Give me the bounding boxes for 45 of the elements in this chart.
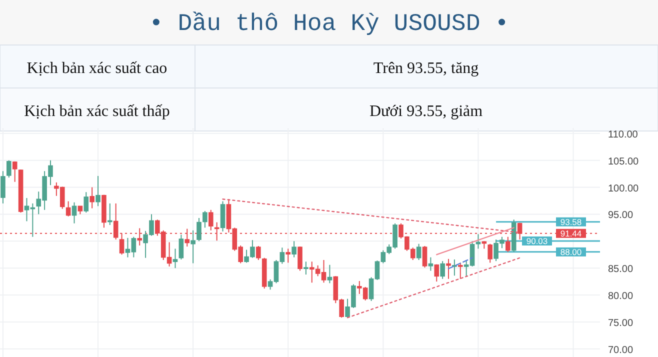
ref-line-label: 90.03 [526, 236, 548, 246]
y-tick-label: 95.00 [608, 210, 634, 222]
candlestick [84, 192, 89, 214]
candlestick [458, 262, 463, 280]
candlestick [12, 160, 18, 182]
table: Kịch bản xác suất cao Trên 93.55, tăng Kịch bản xác suất thấp Dưới 93.55, giảm [0, 44, 658, 132]
candlestick [327, 264, 332, 284]
candlestick [256, 246, 261, 261]
candlestick [6, 160, 12, 178]
candlestick [304, 261, 308, 276]
candlestick [220, 200, 226, 232]
candlestick [202, 210, 208, 228]
candlestick [196, 217, 202, 242]
chart-title: • Dầu thô Hoa Kỳ USOUSD • [148, 11, 510, 38]
candlestick [72, 202, 77, 224]
candlestick [96, 175, 100, 207]
candlestick [488, 243, 492, 264]
candlestick [108, 202, 112, 226]
ref-line-label: 93.58 [560, 216, 582, 227]
candlestick [292, 240, 296, 258]
candlestick [190, 230, 196, 264]
y-tick-label: 85.00 [608, 264, 634, 276]
candlestick [208, 209, 214, 231]
candlestick [506, 236, 510, 252]
candlestick [90, 186, 94, 209]
candlestick [286, 248, 291, 264]
candlestick [178, 234, 184, 260]
candlestick [428, 256, 434, 272]
candlestick [66, 200, 71, 217]
ref-line-label: 88.00 [560, 246, 582, 257]
candlestick [0, 170, 6, 204]
y-tick-label: 100.00 [608, 183, 640, 194]
candlestick [440, 260, 445, 280]
candlestick [422, 246, 428, 268]
y-tick-label: 70.00 [608, 344, 634, 356]
candlestick [434, 264, 440, 282]
candlestick [446, 258, 451, 280]
candlestick [298, 246, 302, 272]
y-tick-label: 105.00 [608, 156, 640, 168]
y-tick-label: 75.00 [608, 318, 634, 329]
candlestick [416, 243, 422, 261]
ref-line-label: 91.44 [560, 228, 582, 238]
candlestick [172, 248, 178, 269]
y-tick-label: 110.00 [608, 129, 638, 140]
y-tick-label: 80.00 [608, 291, 634, 302]
